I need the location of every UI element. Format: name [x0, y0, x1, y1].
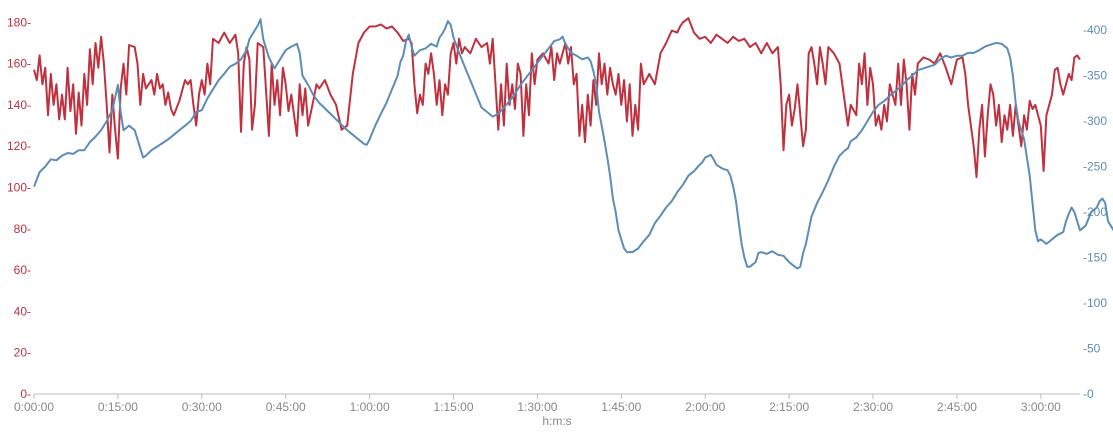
- right-y-tick-label: -150: [1083, 251, 1107, 265]
- x-tick-label: 1:15:00: [433, 400, 473, 414]
- x-tick-label: 2:30:00: [853, 400, 893, 414]
- x-axis-ticks: 0:00:00 0:15:00 0:30:00 0:45:00 1:00:00 1:15:…: [14, 394, 1061, 414]
- left-y-tick-label: 160-: [7, 57, 31, 71]
- left-y-tick-label: 20-: [14, 346, 31, 360]
- x-tick-label: 2:15:00: [769, 400, 809, 414]
- x-tick-label: 0:45:00: [266, 400, 306, 414]
- plot-area: [33, 17, 1113, 270]
- x-tick-label: 2:00:00: [685, 400, 725, 414]
- right-y-tick-label: -100: [1083, 296, 1107, 310]
- x-tick-label: 0:30:00: [182, 400, 222, 414]
- x-tick-label: 1:45:00: [601, 400, 641, 414]
- right-y-tick-label: -350: [1083, 69, 1107, 83]
- right-y-tick-label: -300: [1083, 114, 1107, 128]
- left-y-tick-label: 120-: [7, 139, 31, 153]
- left-y-tick-label: 80-: [14, 222, 31, 236]
- left-y-tick-label: 180-: [7, 15, 31, 29]
- x-axis: 0:00:00 0:15:00 0:30:00 0:45:00 1:00:00 1:15:…: [14, 393, 1080, 428]
- x-tick-label: 3:00:00: [1021, 400, 1061, 414]
- x-tick-label: 0:00:00: [14, 400, 54, 414]
- x-tick-label: 0:15:00: [98, 400, 138, 414]
- left-y-tick-label: 60-: [14, 263, 31, 277]
- right-y-tick-label: -200: [1083, 205, 1107, 219]
- right-y-tick-label: -250: [1083, 160, 1107, 174]
- left-y-tick-label: 140-: [7, 98, 31, 112]
- left-y-tick-label: 100-: [7, 181, 31, 195]
- left-y-tick-label: 40-: [14, 304, 31, 318]
- right-y-axis-ticks: -0 -50 -100 -150 -200 -250 -300 -350 -400: [1083, 23, 1107, 401]
- right-axis-series-line: [33, 18, 1113, 270]
- right-y-tick-label: -400: [1083, 23, 1107, 37]
- left-axis-series-line: [33, 17, 1081, 179]
- x-axis-title: h:m:s: [542, 414, 571, 428]
- right-y-tick-label: -0: [1083, 387, 1094, 401]
- left-y-axis-ticks: 0- 20- 40- 60- 80- 100- 120- 140- 160- 180-: [7, 15, 31, 401]
- x-tick-label: 2:45:00: [937, 400, 977, 414]
- x-tick-label: 1:00:00: [350, 400, 390, 414]
- left-y-tick-label: 0-: [20, 387, 31, 401]
- right-y-tick-label: -50: [1083, 342, 1101, 356]
- x-tick-label: 1:30:00: [517, 400, 557, 414]
